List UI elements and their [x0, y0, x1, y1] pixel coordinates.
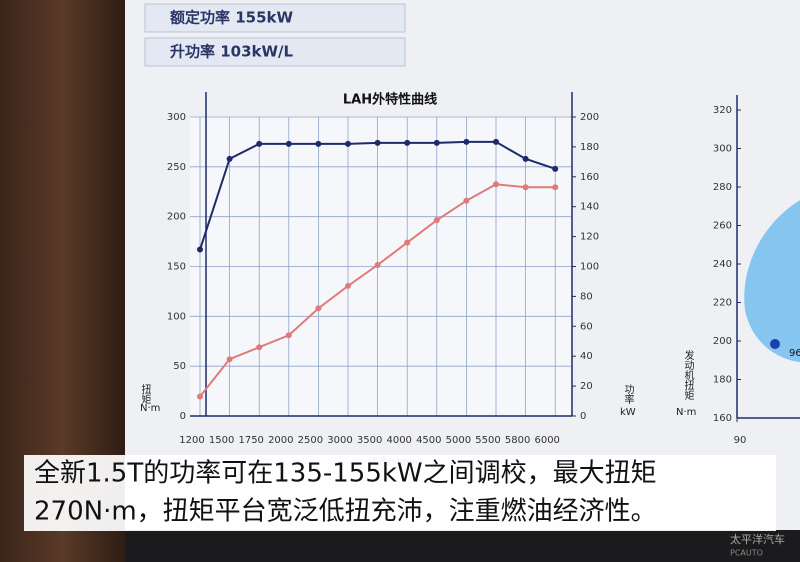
x-tick-label: 5800 [505, 435, 530, 446]
y2-tick-label: 200 [580, 112, 599, 123]
data-point [463, 138, 470, 145]
rated-power: 额定功率 155kW [170, 9, 294, 27]
data-point [315, 305, 322, 312]
y2-tick-label: 100 [580, 262, 599, 273]
data-point [345, 140, 351, 147]
x-tick-label: 4500 [416, 435, 441, 446]
y-tick-label: 160 [713, 413, 732, 424]
data-point [522, 155, 529, 162]
annotation: 96 [789, 348, 800, 359]
y2-tick-label: 0 [580, 411, 586, 422]
data-point [285, 332, 292, 339]
y2-tick-label: 160 [580, 172, 599, 183]
data-point [404, 139, 411, 146]
data-point [197, 393, 203, 400]
data-point [374, 262, 381, 269]
data-point [345, 282, 351, 289]
y-tick-label: 260 [713, 221, 732, 232]
y2-tick-label: 180 [580, 142, 599, 153]
y-axis-label: 扭矩 [139, 383, 151, 405]
x-tick-label: 1200 [179, 435, 204, 446]
data-point [404, 239, 411, 246]
x-tick-label: 2500 [298, 435, 323, 446]
logo: 太平洋汽车 [730, 532, 785, 546]
specific-power: 升功率 103kW/L [170, 43, 294, 61]
y-axis-unit: N·m [140, 403, 160, 414]
x-tick-label: 90 [734, 435, 747, 446]
header-box [144, 37, 406, 67]
y2-axis-unit: kW [620, 407, 636, 418]
x-tick-label: 5500 [475, 435, 500, 446]
y-axis-label: 发动机扭矩 [682, 349, 694, 401]
data-point [552, 184, 559, 191]
marker-dot [770, 339, 780, 349]
data-point [433, 139, 440, 146]
data-point [374, 139, 381, 146]
data-point [433, 217, 440, 224]
chart-title: LAH外特性曲线 [343, 92, 437, 108]
y2-tick-label: 20 [580, 381, 593, 392]
y-tick-label: 100 [167, 311, 186, 322]
y-tick-label: 180 [713, 375, 732, 386]
y-tick-label: 220 [713, 298, 732, 309]
data-point [197, 246, 203, 253]
caption-line: 全新1.5T的功率可在135-155kW之间调校，最大扭矩 [34, 459, 657, 489]
data-point [493, 138, 499, 145]
y-tick-label: 0 [180, 411, 186, 422]
caption-box [24, 455, 776, 531]
header-box [144, 3, 406, 33]
y-tick-label: 250 [167, 162, 186, 173]
data-point [226, 155, 233, 162]
data-point [285, 140, 292, 147]
data-point [552, 165, 559, 172]
y2-tick-label: 120 [580, 232, 599, 243]
y-tick-label: 280 [713, 182, 732, 193]
y2-tick-label: 40 [580, 351, 593, 362]
contour-region [744, 200, 800, 362]
y-tick-label: 300 [167, 112, 186, 123]
x-tick-label: 1500 [209, 435, 234, 446]
x-tick-label: 4000 [386, 435, 411, 446]
y2-tick-label: 140 [580, 202, 599, 213]
y2-tick-label: 60 [580, 321, 593, 332]
y2-tick-label: 80 [580, 291, 593, 302]
x-tick-label: 2000 [268, 435, 293, 446]
caption-line: 270N·m，扭矩平台宽泛低扭充沛，注重燃油经济性。 [34, 497, 657, 527]
data-point [256, 344, 263, 351]
x-tick-label: 5000 [446, 435, 471, 446]
engine-map-chart: 160 180 200 220 240 260 280 300 320 90 96 发动机扭矩 N·m [676, 95, 800, 446]
x-tick-label: 1750 [238, 435, 263, 446]
y-tick-label: 50 [173, 361, 186, 372]
data-point [315, 140, 322, 147]
x-tick-label: 6000 [534, 435, 559, 446]
y-tick-label: 300 [713, 144, 732, 155]
y2-axis-label: 功率 [622, 384, 634, 405]
x-tick-label: 3500 [357, 435, 382, 446]
data-point [226, 356, 233, 363]
torque-power-chart: LAH外特性曲线 0501001502002503000204060801001… [139, 92, 636, 469]
x-tick-label: 3000 [327, 435, 352, 446]
y-tick-label: 240 [713, 259, 732, 270]
y-tick-label: 320 [713, 105, 732, 116]
data-point [463, 197, 470, 204]
data-point [493, 181, 499, 188]
logo-sub: PCAUTO [730, 549, 763, 558]
y-axis-unit: N·m [676, 407, 696, 418]
y-tick-label: 150 [167, 262, 186, 273]
y-tick-label: 200 [167, 212, 186, 223]
y-tick-label: 200 [713, 336, 732, 347]
data-point [256, 140, 263, 147]
data-point [522, 184, 529, 191]
